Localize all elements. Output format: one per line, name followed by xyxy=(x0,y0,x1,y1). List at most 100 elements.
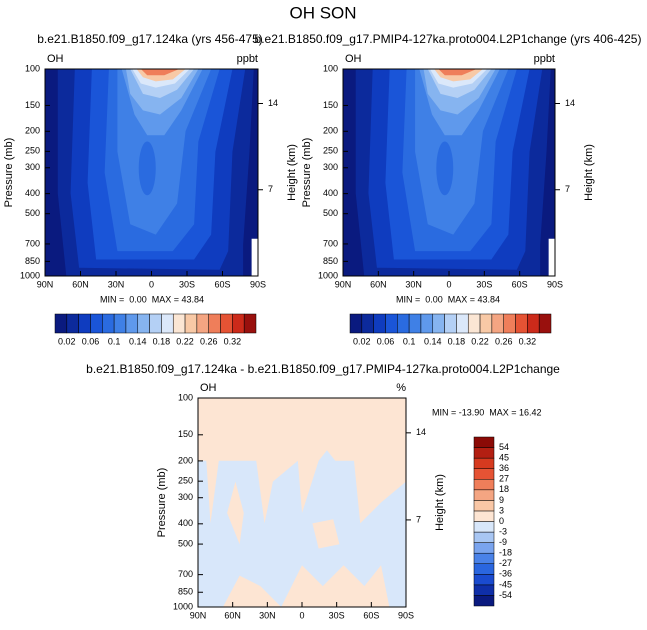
colorbar-label: 0.06 xyxy=(82,336,100,346)
x-tick-label: 90N xyxy=(37,279,54,289)
colorbar-label: 18 xyxy=(499,484,509,494)
colorbar-box xyxy=(66,313,79,334)
y-tick-label: 700 xyxy=(178,569,193,579)
y-tick-label: 500 xyxy=(25,208,40,218)
x-tick-label: 30N xyxy=(108,279,125,289)
colorbar-box xyxy=(432,313,445,334)
colorbar-label: 45 xyxy=(499,453,509,463)
colorbar-label: 54 xyxy=(499,442,509,452)
colorbar-box xyxy=(397,313,410,334)
y-axis-label: Pressure (mb) xyxy=(3,138,15,208)
colorbar-box xyxy=(473,552,495,564)
colorbar-label: -18 xyxy=(499,548,512,558)
x-tick-label: 0 xyxy=(149,279,154,289)
y2-tick-label: 14 xyxy=(416,427,426,437)
y-tick-label: 250 xyxy=(178,476,193,486)
colorbar-label: 0.02 xyxy=(353,336,371,346)
colorbar-label: 27 xyxy=(499,474,509,484)
y-tick-label: 150 xyxy=(178,429,193,439)
y2-tick-label: 14 xyxy=(268,98,278,108)
units-label: ppbt xyxy=(237,53,258,65)
colorbar-box xyxy=(232,313,245,334)
y-tick-label: 200 xyxy=(178,455,193,465)
colorbar-label: 0.14 xyxy=(424,336,442,346)
colorbar-label: 3 xyxy=(499,505,504,515)
colorbar-box xyxy=(243,313,257,334)
colorbar-label: 36 xyxy=(499,463,509,473)
chart-title: b.e21.B1850.f09_g17.PMIP4-127ka.proto004… xyxy=(255,32,642,46)
colorbar-label: 0.06 xyxy=(377,336,395,346)
colorbar-box xyxy=(444,313,457,334)
colorbar-box xyxy=(473,574,495,586)
field-label: OH xyxy=(200,382,217,394)
colorbar-box xyxy=(208,313,221,334)
x-tick-label: 90S xyxy=(547,279,563,289)
colorbar-box xyxy=(473,510,495,522)
colorbar-box xyxy=(473,447,495,459)
y-tick-label: 250 xyxy=(323,146,338,156)
x-tick-label: 30S xyxy=(476,279,492,289)
y-tick-label: 1000 xyxy=(318,270,338,280)
colorbar-box xyxy=(467,313,481,334)
x-tick-label: 90S xyxy=(398,610,414,620)
y-tick-label: 850 xyxy=(323,256,338,266)
stats-label: MIN = -13.90 MAX = 16.42 xyxy=(432,407,542,417)
y-tick-label: 500 xyxy=(323,208,338,218)
colorbar-box xyxy=(473,479,495,491)
x-tick-label: 0 xyxy=(299,610,304,620)
colorbar-label: -45 xyxy=(499,579,512,589)
colorbar-box xyxy=(172,313,186,334)
x-tick-label: 30S xyxy=(179,279,195,289)
y-tick-label: 300 xyxy=(25,162,40,172)
colorbar-box xyxy=(503,313,516,334)
colorbar-box xyxy=(125,313,139,334)
colorbar-box xyxy=(473,531,495,543)
y-tick-label: 400 xyxy=(25,188,40,198)
colorbar-box xyxy=(473,563,495,575)
contour-field xyxy=(343,69,555,276)
y-tick-label: 300 xyxy=(178,492,193,502)
colorbar-label: 0.32 xyxy=(224,336,242,346)
x-tick-label: 0 xyxy=(446,279,451,289)
x-tick-label: 60S xyxy=(363,610,379,620)
colorbar-box xyxy=(196,313,209,334)
colorbar-box xyxy=(473,500,495,512)
y-tick-label: 850 xyxy=(25,256,40,266)
colorbar-box xyxy=(491,313,504,334)
colorbar-box xyxy=(113,313,127,334)
y2-axis-label: Height (km) xyxy=(434,474,446,531)
colorbar-box xyxy=(473,436,495,448)
stats-label: MIN = 0.00 MAX = 43.84 xyxy=(396,294,500,304)
colorbar-label: -54 xyxy=(499,590,512,600)
y-tick-label: 150 xyxy=(323,100,338,110)
contour-field xyxy=(45,69,258,276)
y-tick-label: 200 xyxy=(25,126,40,136)
y2-axis-label: Height (km) xyxy=(286,144,298,201)
y-tick-label: 700 xyxy=(25,238,40,248)
colorbar-box xyxy=(473,542,495,554)
colorbar-box xyxy=(408,313,422,334)
y-tick-label: 700 xyxy=(323,238,338,248)
units-label: % xyxy=(396,382,406,394)
x-tick-label: 60S xyxy=(214,279,230,289)
colorbar-box xyxy=(473,595,495,607)
colorbar-box xyxy=(456,313,469,334)
colorbar-label: 0.26 xyxy=(200,336,218,346)
field-label: OH xyxy=(345,53,362,65)
colorbar-box xyxy=(420,313,434,334)
y-tick-label: 250 xyxy=(25,146,40,156)
colorbar-box xyxy=(385,313,398,334)
colorbar-label: -27 xyxy=(499,558,512,568)
colorbar-label: 0.1 xyxy=(403,336,416,346)
colorbar-box xyxy=(373,313,386,334)
x-tick-label: 90N xyxy=(190,610,207,620)
colorbar-label: -9 xyxy=(499,537,507,547)
y-axis-label: Pressure (mb) xyxy=(301,138,313,208)
colorbar-label: 0.02 xyxy=(58,336,76,346)
colorbar-label: 0 xyxy=(499,516,504,526)
colorbar-label: -36 xyxy=(499,569,512,579)
y-tick-label: 1000 xyxy=(20,270,40,280)
colorbar-label: 0.22 xyxy=(176,336,194,346)
y-tick-label: 400 xyxy=(323,188,338,198)
